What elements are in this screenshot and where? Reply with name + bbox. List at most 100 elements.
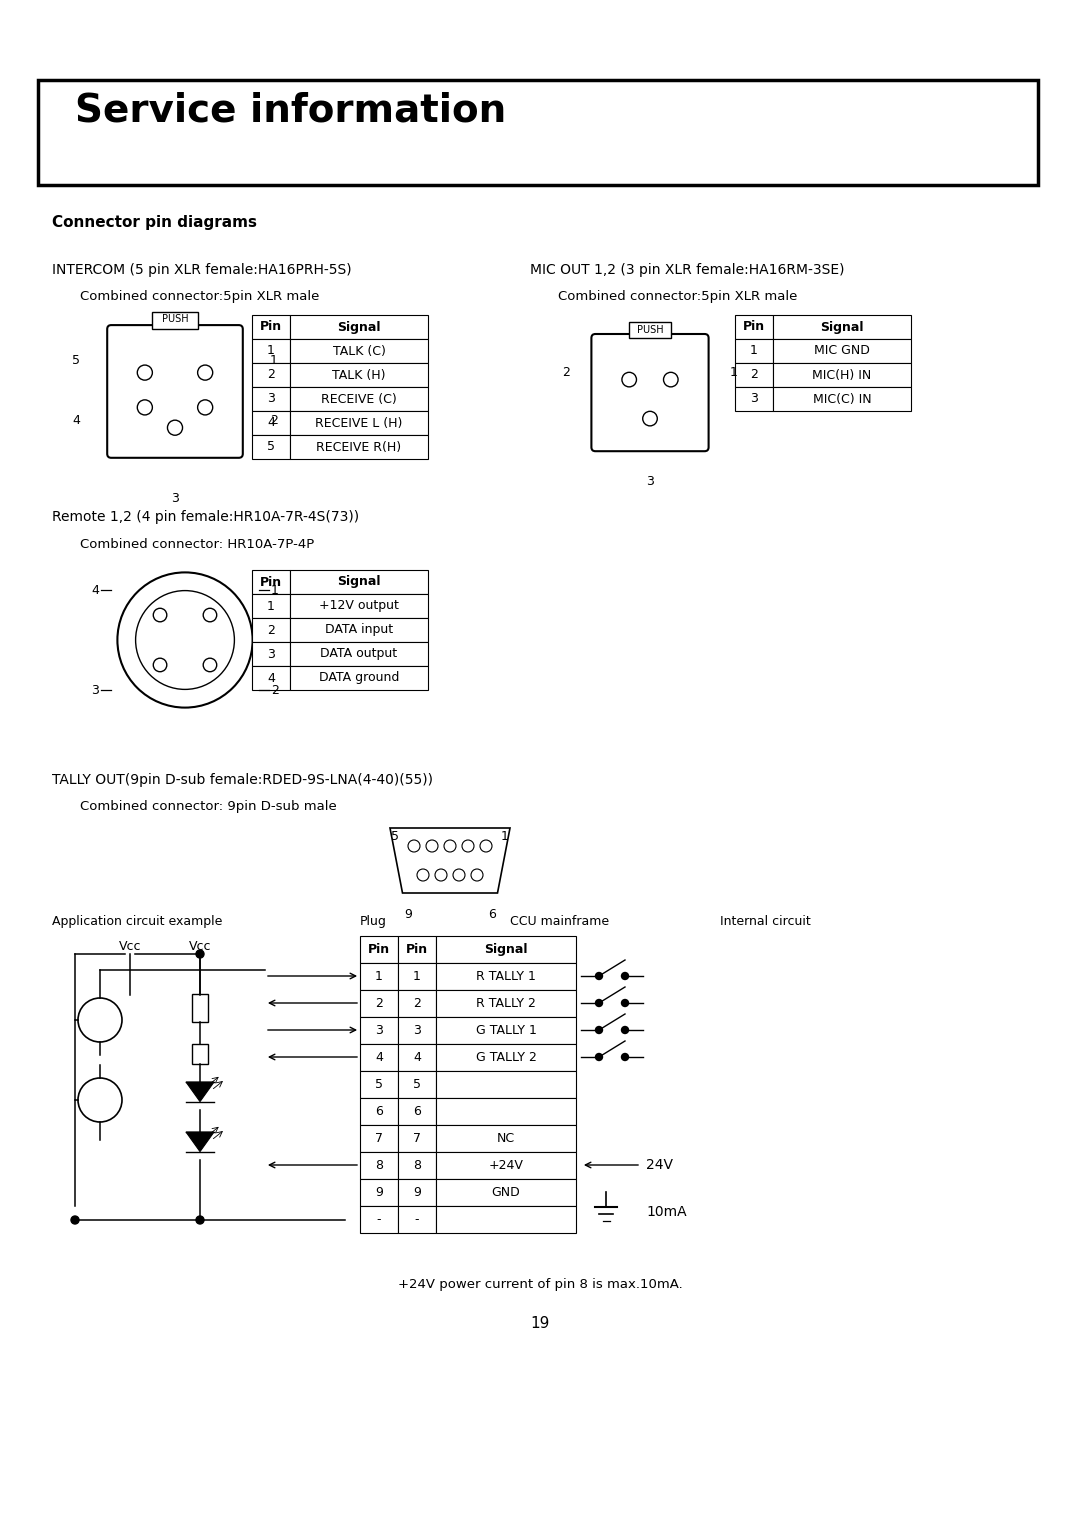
FancyBboxPatch shape	[107, 325, 243, 458]
Bar	[252, 570, 291, 594]
Bar	[436, 989, 576, 1017]
Circle shape	[643, 411, 658, 426]
Text: 5: 5	[391, 831, 399, 843]
Circle shape	[153, 658, 166, 672]
Bar	[436, 1044, 576, 1070]
Text: Signal: Signal	[484, 944, 528, 956]
Text: 4: 4	[413, 1051, 421, 1064]
Bar	[291, 641, 428, 666]
Text: 5: 5	[72, 353, 80, 366]
Text: Signal: Signal	[820, 321, 864, 333]
Text: 7: 7	[413, 1132, 421, 1145]
Bar	[291, 618, 428, 641]
Text: 7: 7	[375, 1132, 383, 1145]
Text: Vcc: Vcc	[119, 941, 141, 953]
Bar	[291, 386, 428, 411]
Text: Internal circuit: Internal circuit	[720, 915, 811, 928]
Text: Pin: Pin	[368, 944, 390, 956]
Circle shape	[426, 840, 438, 852]
Circle shape	[137, 400, 152, 415]
Bar	[360, 989, 399, 1017]
Bar	[773, 386, 912, 411]
Circle shape	[595, 1054, 603, 1060]
Text: 1: 1	[271, 583, 279, 597]
Bar	[252, 363, 291, 386]
Text: PUSH: PUSH	[637, 325, 663, 334]
Circle shape	[137, 365, 152, 380]
Bar	[436, 1098, 576, 1125]
Bar	[252, 618, 291, 641]
Text: +12V output: +12V output	[319, 600, 399, 612]
Bar	[436, 1017, 576, 1044]
Bar	[399, 1044, 436, 1070]
Text: Plug: Plug	[360, 915, 387, 928]
Text: 3: 3	[91, 684, 99, 696]
Text: Application circuit example: Application circuit example	[52, 915, 222, 928]
Text: 3: 3	[751, 392, 758, 406]
Circle shape	[136, 591, 234, 689]
Bar	[291, 570, 428, 594]
Circle shape	[471, 869, 483, 881]
Circle shape	[462, 840, 474, 852]
Text: 2: 2	[413, 997, 421, 1009]
Text: Pin: Pin	[260, 576, 282, 588]
Bar	[360, 1151, 399, 1179]
Text: 2: 2	[562, 365, 570, 379]
Polygon shape	[390, 828, 510, 893]
Text: +24V: +24V	[488, 1159, 524, 1173]
Bar	[436, 1070, 576, 1098]
Circle shape	[621, 1054, 629, 1060]
Text: DATA ground: DATA ground	[319, 672, 400, 684]
Bar	[773, 339, 912, 363]
Bar	[360, 1017, 399, 1044]
Polygon shape	[186, 1083, 214, 1101]
Text: 6: 6	[375, 1106, 383, 1118]
Text: 1: 1	[267, 345, 275, 357]
Bar	[360, 1070, 399, 1098]
Circle shape	[167, 420, 183, 435]
Bar	[399, 1070, 436, 1098]
Bar	[399, 989, 436, 1017]
Text: 5: 5	[413, 1078, 421, 1090]
FancyBboxPatch shape	[592, 334, 708, 450]
Text: G TALLY 1: G TALLY 1	[475, 1025, 537, 1037]
Text: NC: NC	[497, 1132, 515, 1145]
Bar	[773, 315, 912, 339]
Text: Combined connector:5pin XLR male: Combined connector:5pin XLR male	[558, 290, 797, 302]
Bar	[735, 363, 773, 386]
Bar	[291, 435, 428, 460]
Circle shape	[195, 1215, 204, 1225]
Text: GND: GND	[491, 1186, 521, 1199]
Bar	[291, 594, 428, 618]
Text: 6: 6	[488, 909, 496, 921]
Text: 4: 4	[91, 583, 99, 597]
Bar	[399, 1125, 436, 1151]
Bar	[399, 1151, 436, 1179]
Text: 24V: 24V	[646, 1157, 673, 1173]
Bar	[360, 1098, 399, 1125]
Bar	[360, 1206, 399, 1232]
Text: 2: 2	[270, 414, 278, 426]
Text: MIC GND: MIC GND	[814, 345, 869, 357]
Text: 2: 2	[267, 368, 275, 382]
Bar	[436, 936, 576, 964]
Circle shape	[622, 373, 636, 386]
Circle shape	[444, 840, 456, 852]
Bar	[291, 339, 428, 363]
Text: 5: 5	[375, 1078, 383, 1090]
Text: 4: 4	[72, 414, 80, 426]
Text: 8: 8	[413, 1159, 421, 1173]
Text: TALK (H): TALK (H)	[333, 368, 386, 382]
Circle shape	[198, 400, 213, 415]
Text: 4: 4	[267, 417, 275, 429]
Circle shape	[621, 1026, 629, 1034]
Bar	[735, 315, 773, 339]
Circle shape	[203, 658, 217, 672]
Text: Vcc: Vcc	[189, 941, 212, 953]
Text: DATA input: DATA input	[325, 623, 393, 637]
Text: 2: 2	[267, 623, 275, 637]
Text: 2: 2	[751, 368, 758, 382]
Text: 1: 1	[375, 970, 383, 983]
Bar	[436, 1125, 576, 1151]
Bar	[252, 641, 291, 666]
